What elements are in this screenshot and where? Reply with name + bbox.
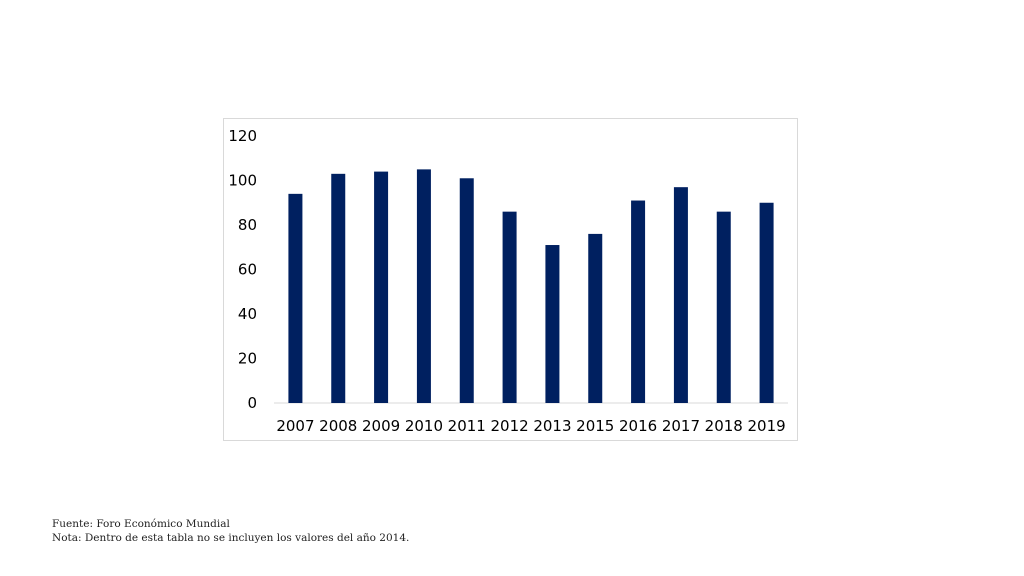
y-tick-label: 120 [228,127,257,145]
y-axis-tick-labels: 0 20 40 60 80 100 120 [228,127,257,412]
bar-2013 [545,245,560,403]
chart-frame: 0 20 40 60 80 100 120 2007 2008 2009 2010 2011 2012… [223,118,798,441]
bar-2008 [331,173,346,403]
bar-2015 [588,233,603,403]
source-note: Fuente: Foro Económico Mundial [52,518,230,530]
y-tick-label: 0 [247,394,257,412]
x-axis-tick-labels: 2007 2008 2009 2010 2011 2012 2013 2015 2016 2017… [276,417,785,435]
chart-notes: Fuente: Foro Económico Mundial Nota: Den… [52,517,409,545]
x-tick-label-2013: 2013 [533,417,571,435]
footnote: Nota: Dentro de esta tabla no se incluye… [52,532,410,544]
y-tick-label: 80 [238,216,257,234]
bar-2018 [716,211,731,403]
x-tick-label-2012: 2012 [490,417,528,435]
y-tick-label: 20 [238,350,257,368]
y-tick-label: 100 [228,172,257,190]
bars [288,169,774,403]
bar-2010 [416,169,431,403]
x-tick-label-2019: 2019 [747,417,785,435]
bar-2011 [459,178,474,403]
y-tick-label: 40 [238,305,257,323]
x-tick-label-2011: 2011 [448,417,486,435]
bar-2012 [502,211,517,403]
x-tick-label-2008: 2008 [319,417,357,435]
y-tick-label: 60 [238,261,257,279]
bar-2009 [374,171,389,403]
bar-2016 [631,200,646,403]
bar-2019 [759,202,774,403]
x-tick-label-2009: 2009 [362,417,400,435]
x-tick-label-2015: 2015 [576,417,614,435]
x-tick-label-2016: 2016 [619,417,657,435]
bar-2007 [288,193,303,403]
bar-chart: 0 20 40 60 80 100 120 2007 2008 2009 2010 2011 2012… [228,127,788,435]
bar-2017 [673,187,688,403]
x-tick-label-2010: 2010 [405,417,443,435]
x-tick-label-2007: 2007 [276,417,314,435]
x-tick-label-2017: 2017 [662,417,700,435]
x-tick-label-2018: 2018 [705,417,743,435]
